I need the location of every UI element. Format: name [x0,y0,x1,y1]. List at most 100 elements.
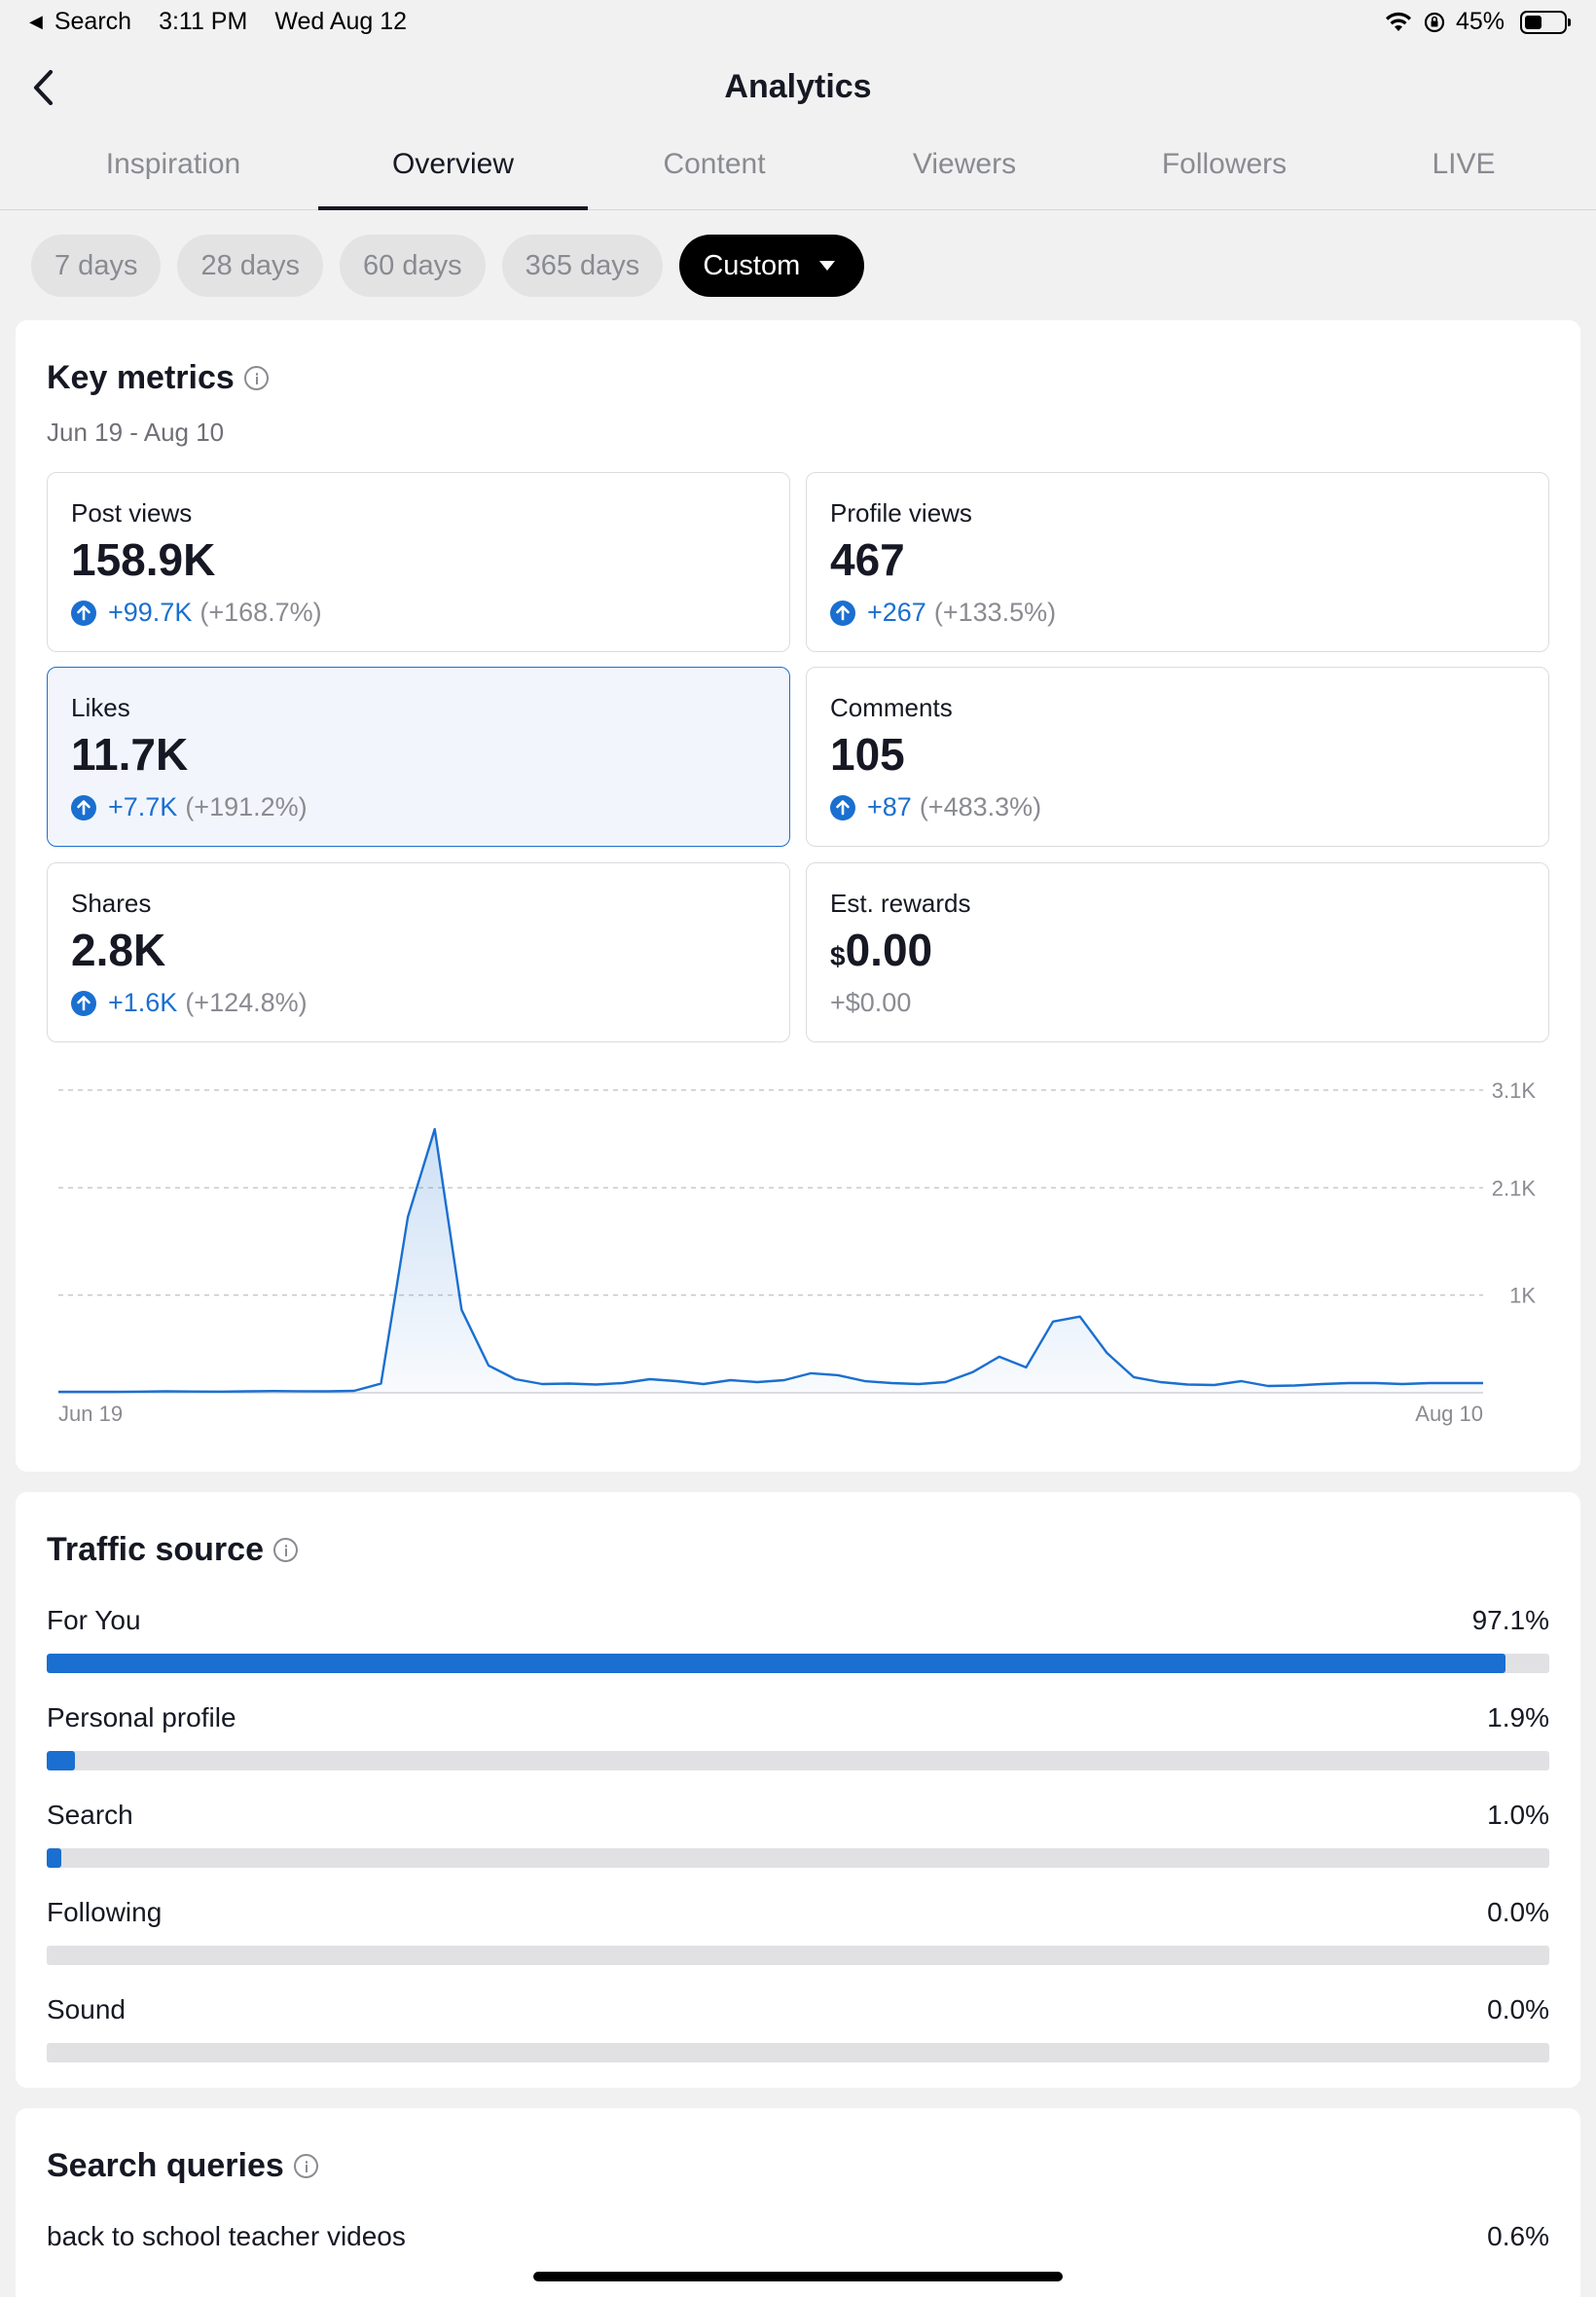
info-icon[interactable] [272,1538,298,1562]
home-indicator[interactable] [533,2272,1063,2281]
metric-delta-value: +$0.00 [830,988,912,1017]
back-to-app-icon[interactable]: ◀ [29,12,43,31]
search-queries-card: Search queries back to school teacher vi… [16,2108,1580,2297]
metric-label: Shares [71,889,152,918]
period-60-days-chip[interactable]: 60 days [340,235,486,297]
metric-delta-percent: (+124.8%) [185,988,308,1017]
search-queries-title: Search queries [47,2147,284,2184]
metric-delta: +7.7K (+191.2%) [71,792,308,822]
chart-series-line [58,1127,1483,1394]
back-to-app-label[interactable]: Search [54,8,132,35]
metric-value: 11.7K [71,729,189,780]
traffic-bar-track [47,1848,1549,1868]
metric-delta: +$0.00 [830,988,911,1018]
date-range: Jun 19 - Aug 10 [47,418,225,447]
status-time: 3:11 PM [159,8,248,35]
metric-delta-value: +87 [867,792,912,821]
traffic-source-name: Personal profile [47,1702,236,1732]
info-icon[interactable] [243,366,269,390]
metric-delta: +99.7K (+168.7%) [71,598,322,628]
traffic-source-heading: Traffic source [47,1531,298,1569]
metric-value-amount: 0.00 [845,925,933,975]
tab-bar: Inspiration Overview Content Viewers Fol… [0,136,1596,210]
status-bar: ◀ Search 3:11 PM Wed Aug 12 45% [0,0,1596,47]
metric-delta-percent: (+133.5%) [933,598,1057,627]
traffic-source-percent: 1.9% [1487,1702,1549,1732]
period-28-days-chip[interactable]: 28 days [177,235,324,297]
chart-x-end-label: Aug 10 [1415,1402,1483,1426]
metric-shares[interactable]: Shares 2.8K +1.6K (+124.8%) [47,862,790,1042]
traffic-source-name: Sound [47,1994,126,2024]
metric-delta-percent: (+483.3%) [919,792,1042,821]
traffic-row-search: Search 1.0% [47,1800,1549,1878]
metric-value: 105 [830,729,905,780]
metric-label: Post views [71,498,193,528]
wifi-icon [1385,12,1411,31]
page-title: Analytics [724,68,872,105]
traffic-row-personal-profile: Personal profile 1.9% [47,1702,1549,1780]
metric-delta-value: +1.6K [108,988,178,1017]
traffic-source-card: Traffic source For You 97.1% Personal pr… [16,1492,1580,2088]
chevron-left-icon [33,69,54,106]
traffic-bar-track [47,1751,1549,1770]
metric-value: 2.8K [71,925,166,975]
traffic-bar-fill [47,1654,1506,1673]
arrow-up-icon [71,794,96,820]
traffic-bar-fill [47,1848,62,1868]
chart-y-tick-label: 3.1K [1492,1078,1537,1103]
tab-overview[interactable]: Overview [318,148,588,210]
search-query-text: back to school teacher videos [47,2221,406,2251]
metric-post-views[interactable]: Post views 158.9K +99.7K (+168.7%) [47,472,790,652]
search-queries-heading: Search queries [47,2147,318,2185]
traffic-source-percent: 1.0% [1487,1800,1549,1830]
traffic-bar-track [47,1946,1549,1965]
metric-profile-views[interactable]: Profile views 467 +267 (+133.5%) [806,472,1549,652]
period-7-days-chip[interactable]: 7 days [31,235,162,297]
caret-down-icon [819,261,836,271]
traffic-bar-track [47,1654,1549,1673]
tab-content[interactable]: Content [663,148,766,180]
traffic-row-for-you: For You 97.1% [47,1605,1549,1683]
arrow-up-icon [830,794,855,820]
status-date: Wed Aug 12 [274,8,408,35]
search-query-row[interactable]: back to school teacher videos 0.6% [47,2221,1549,2252]
traffic-row-sound: Sound 0.0% [47,1994,1549,2072]
back-button[interactable] [25,66,64,109]
metric-label: Est. rewards [830,889,971,918]
metric-value: 467 [830,534,905,585]
metric-delta-percent: (+168.7%) [200,598,322,627]
traffic-source-name: For You [47,1605,141,1635]
arrow-up-icon [71,600,96,626]
traffic-source-name: Following [47,1897,163,1927]
info-icon[interactable] [293,2154,318,2178]
period-custom-label: Custom [703,249,801,281]
tab-followers[interactable]: Followers [1161,148,1288,180]
tab-viewers[interactable]: Viewers [912,148,1017,180]
traffic-source-percent: 97.1% [1471,1605,1549,1635]
metric-est-rewards[interactable]: Est. rewards $0.00 +$0.00 [806,862,1549,1042]
period-custom-chip[interactable]: Custom [679,235,865,297]
period-365-days-chip[interactable]: 365 days [501,235,664,297]
chart-area-fill [58,1129,1483,1393]
metric-likes[interactable]: Likes 11.7K +7.7K (+191.2%) [47,667,790,847]
metric-delta-percent: (+191.2%) [185,792,308,821]
metric-delta: +87 (+483.3%) [830,792,1041,822]
likes-trend-chart: 1K 2.1K 3.1K Jun 19 Aug 10 [58,1078,1537,1426]
header: Analytics [0,47,1596,134]
arrow-up-icon [71,990,96,1016]
metric-comments[interactable]: Comments 105 +87 (+483.3%) [806,667,1549,847]
battery-icon [1520,10,1571,34]
tab-inspiration[interactable]: Inspiration [105,148,241,180]
metric-delta-value: +99.7K [108,598,193,627]
orientation-lock-icon [1424,12,1445,32]
traffic-source-percent: 0.0% [1487,1897,1549,1927]
metric-value: $0.00 [830,924,932,976]
metric-delta-value: +267 [867,598,926,627]
traffic-source-name: Search [47,1800,133,1830]
key-metrics-heading: Key metrics [47,359,269,397]
tab-live[interactable]: LIVE [1432,148,1496,180]
traffic-row-following: Following 0.0% [47,1897,1549,1975]
metric-delta-value: +7.7K [108,792,178,821]
chart-x-start-label: Jun 19 [58,1402,123,1426]
search-query-percent: 0.6% [1487,2221,1549,2251]
